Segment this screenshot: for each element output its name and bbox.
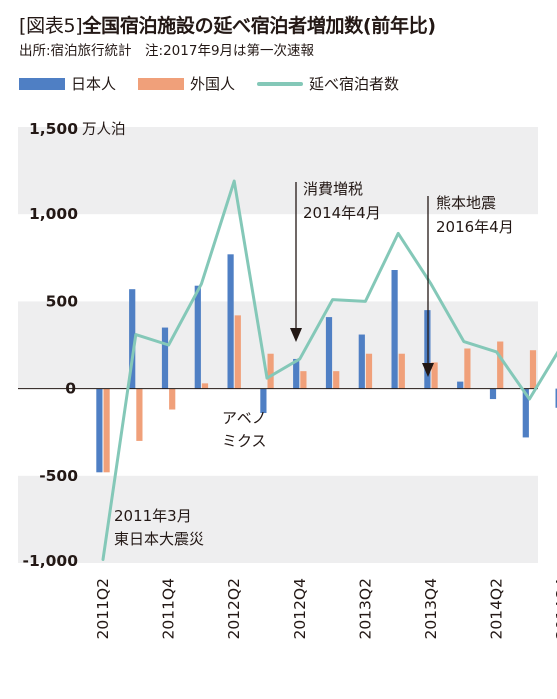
band-1 xyxy=(18,301,538,389)
annotation-tax-hike: 消費増税 2014年4月 xyxy=(290,180,381,342)
annotation-kumamoto-line1: 熊本地震 xyxy=(436,194,496,212)
legend-swatch-total xyxy=(257,81,304,86)
annotation-tax-line1: 消費増税 xyxy=(303,180,363,198)
bar-japanese xyxy=(96,388,103,473)
y-tick-label: 1,500 xyxy=(29,120,78,138)
bars xyxy=(96,254,557,473)
x-tick-label: 2013Q2 xyxy=(356,578,374,640)
band-2 xyxy=(18,475,538,563)
annotation-kumamoto-line2: 2016年4月 xyxy=(436,218,514,236)
annotation-tax-arrowhead xyxy=(290,328,302,342)
x-tick-label: 2011Q2 xyxy=(94,578,112,640)
y-tick-label: 1,000 xyxy=(29,205,78,223)
total-line-group xyxy=(101,179,557,562)
annotation-abeno-line2: ミクス xyxy=(222,432,267,450)
bar-foreign xyxy=(464,348,471,389)
bar-foreign xyxy=(234,315,241,389)
legend-item-total: 延べ宿泊者数 xyxy=(257,73,399,94)
chart-title: [図表5]全国宿泊施設の延べ宿泊者増加数(前年比) xyxy=(19,11,436,38)
bar-japanese xyxy=(358,334,365,389)
bar-foreign xyxy=(169,388,176,410)
bar-japanese xyxy=(391,270,398,389)
legend-swatch-foreign xyxy=(138,77,185,90)
bar-foreign xyxy=(300,371,307,389)
bar-foreign xyxy=(201,383,209,389)
title-text: 全国宿泊施設の延べ宿泊者増加数(前年比) xyxy=(82,15,436,37)
legend-swatch-japanese xyxy=(19,77,65,90)
annotation-2011-quake: 2011年3月 東日本大震災 xyxy=(114,507,204,548)
bar-japanese xyxy=(457,381,464,389)
y-tick-label: -1,000 xyxy=(23,552,79,570)
legend-label-total: 延べ宿泊者数 xyxy=(309,75,400,93)
x-tick-label: 2012Q4 xyxy=(291,578,309,640)
legend-item-japanese: 日本人 xyxy=(19,73,116,94)
bar-foreign xyxy=(431,362,438,389)
background-bands xyxy=(18,127,538,563)
x-tick-label: 2014Q4 xyxy=(553,578,557,640)
bar-japanese xyxy=(227,254,234,389)
bar-foreign xyxy=(529,350,537,389)
annotation-tax-line2: 2014年4月 xyxy=(303,204,381,222)
legend-label-japanese: 日本人 xyxy=(71,75,117,93)
bar-foreign xyxy=(333,371,340,389)
bar-foreign xyxy=(365,353,373,389)
bar-foreign xyxy=(103,388,110,473)
legend-label-foreign: 外国人 xyxy=(190,75,236,93)
bar-foreign xyxy=(398,353,405,389)
bar-japanese xyxy=(194,285,201,389)
bar-foreign xyxy=(267,353,274,389)
bar-japanese xyxy=(129,289,136,389)
x-axis-tick-labels: 2011Q2 2011Q4 2012Q2 2012Q4 2013Q2 2013Q4 2014… xyxy=(94,578,557,640)
total-line xyxy=(101,179,557,562)
bar-foreign xyxy=(497,341,504,389)
bar-japanese xyxy=(260,388,267,414)
y-tick-label: 500 xyxy=(46,292,79,310)
chart-subtitle: 出所:宿泊旅行統計 注:2017年9月は第一次速報 xyxy=(19,43,315,59)
bar-japanese xyxy=(161,327,169,389)
legend-item-foreign: 外国人 xyxy=(138,73,235,94)
bar-japanese xyxy=(489,388,497,400)
bar-japanese xyxy=(325,317,333,389)
annotation-kumamoto-arrowhead xyxy=(422,363,434,377)
x-tick-label: 2013Q4 xyxy=(422,578,440,640)
x-tick-label: 2014Q2 xyxy=(488,578,506,640)
annotation-abenomics: アベノ ミクス xyxy=(222,409,267,450)
y-tick-label: -500 xyxy=(39,467,78,485)
legend: 日本人 外国人 延べ宿泊者数 xyxy=(19,73,421,94)
bar-japanese xyxy=(522,388,529,438)
y-axis-unit: 万人泊 xyxy=(82,121,126,138)
x-tick-label: 2012Q2 xyxy=(225,578,243,640)
bar-japanese xyxy=(293,358,300,389)
annotation-quake-line2: 東日本大震災 xyxy=(114,530,204,548)
band-0 xyxy=(18,127,538,215)
bar-foreign xyxy=(136,388,143,441)
figure-tag: [図表5] xyxy=(19,15,83,37)
annotation-quake-line1: 2011年3月 xyxy=(114,507,192,525)
annotation-abeno-line1: アベノ xyxy=(222,409,267,427)
bar-japanese xyxy=(555,388,557,408)
annotation-kumamoto: 熊本地震 2016年4月 xyxy=(422,194,514,377)
x-tick-label: 2011Q4 xyxy=(160,578,178,640)
